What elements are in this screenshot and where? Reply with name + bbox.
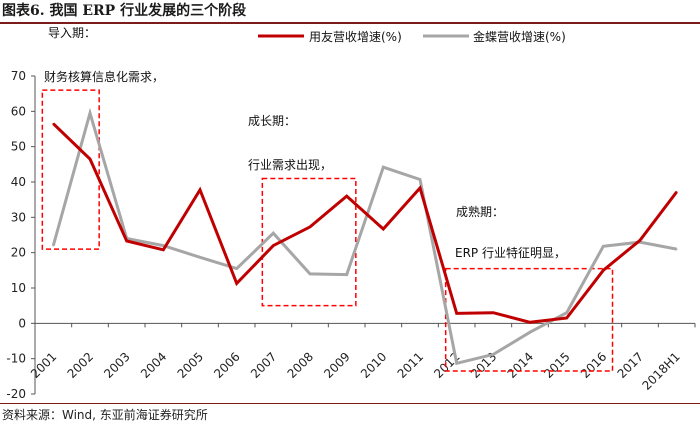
legend-label-yonyou: 用友营收增速(%) <box>309 30 402 44</box>
y-tick-label: -20 <box>6 387 26 401</box>
data-point <box>602 269 605 272</box>
x-tick-label: 2015 <box>541 350 572 381</box>
series-lines <box>51 107 678 366</box>
data-point <box>492 311 495 314</box>
data-point <box>675 248 678 250</box>
data-point <box>235 282 238 285</box>
data-point <box>89 158 91 160</box>
data-point <box>272 232 275 235</box>
data-point <box>199 188 201 191</box>
series-line-kingdee <box>51 107 677 366</box>
series-line-yonyou <box>52 122 678 324</box>
data-point <box>345 195 348 197</box>
figure-title: 图表6. 我国 ERP 行业发展的三个阶段 <box>2 3 247 19</box>
data-point <box>345 273 348 276</box>
y-tick-label: 0 <box>18 316 26 330</box>
y-tick-label: -10 <box>6 352 26 366</box>
x-tick-label: 2009 <box>321 350 352 381</box>
y-tick-label: 60 <box>11 104 26 118</box>
data-point <box>89 112 91 114</box>
data-point <box>272 244 275 247</box>
x-tick-label: 2016 <box>578 350 609 381</box>
title-rule <box>0 22 700 24</box>
stage1-desc: 财务核算信息化需求， <box>44 69 164 84</box>
data-point <box>309 226 311 228</box>
y-tick-label: 10 <box>11 281 26 295</box>
y-tick-label: 50 <box>11 140 26 154</box>
stage-box-1 <box>41 89 100 250</box>
x-tick-label: 2003 <box>101 350 132 381</box>
stage2-label: 成长期： <box>248 114 296 128</box>
x-tick-label: 2006 <box>211 350 242 381</box>
footer-rule <box>0 403 700 404</box>
stage3-label: 成熟期： <box>456 204 504 219</box>
data-point <box>455 362 458 365</box>
stage-boxes <box>41 89 614 372</box>
legend-label-kingdee: 金蝶营收增速(%) <box>473 29 566 44</box>
source-note: 资料来源：Wind, 东亚前海证券研究所 <box>2 408 208 422</box>
data-point <box>199 256 201 259</box>
data-point <box>639 239 641 242</box>
data-point <box>419 178 421 181</box>
x-tick-label: 2001 <box>28 350 59 381</box>
data-point <box>492 353 495 356</box>
data-point <box>162 249 165 251</box>
x-tick-label: 2007 <box>248 350 279 381</box>
data-point <box>52 122 55 125</box>
y-tick-label: 70 <box>11 69 26 83</box>
x-tick-label: 2017 <box>615 350 646 381</box>
data-point <box>382 166 385 168</box>
data-point <box>235 267 238 270</box>
data-point <box>602 245 605 248</box>
x-tick-label: 2008 <box>285 350 316 381</box>
y-tick-label: 40 <box>11 175 26 189</box>
data-point <box>162 244 165 247</box>
x-tick-label: 2018H1 <box>640 350 683 393</box>
data-point <box>675 191 678 193</box>
stage3-desc: ERP 行业特征明显， <box>455 245 566 260</box>
x-tick-label: 2002 <box>65 350 96 381</box>
stage2-desc: 行业需求出现， <box>248 158 332 172</box>
x-tick-label: 2014 <box>505 350 536 381</box>
x-tick-label: 2010 <box>358 350 389 381</box>
data-point <box>419 187 421 189</box>
y-tick-label: 20 <box>11 246 26 260</box>
data-point <box>52 244 55 247</box>
stage-annotations: 导入期： 财务核算信息化需求， 成长期： 行业需求出现， 成熟期： ERP 行业… <box>44 26 566 260</box>
stage-box-3 <box>444 267 614 372</box>
data-point <box>309 273 311 275</box>
x-tick-label: 2012 <box>431 350 462 381</box>
stage-box-2 <box>261 177 357 307</box>
data-point <box>382 228 385 230</box>
data-point <box>125 240 128 242</box>
data-point <box>565 311 568 314</box>
data-point <box>529 331 531 333</box>
legend: 用友营收增速(%) 金蝶营收增速(%) <box>258 29 566 44</box>
x-tick-label: 2011 <box>395 350 426 381</box>
x-tick-label: 2004 <box>138 350 169 381</box>
data-point <box>455 312 458 315</box>
data-point <box>529 321 531 324</box>
stage1-label: 导入期： <box>48 26 96 40</box>
x-tick-label: 2005 <box>175 350 206 381</box>
data-point <box>565 317 568 319</box>
y-tick-label: 30 <box>11 210 26 224</box>
